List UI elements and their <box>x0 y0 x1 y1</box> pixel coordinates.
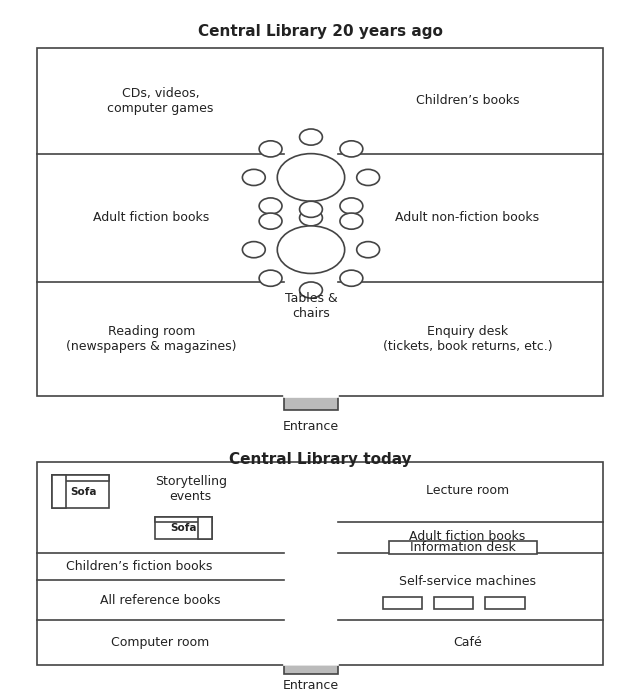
Text: Adult fiction books: Adult fiction books <box>93 211 210 225</box>
Circle shape <box>340 141 363 157</box>
Bar <box>383 597 422 609</box>
Circle shape <box>243 169 265 185</box>
Circle shape <box>259 213 282 229</box>
Text: Children’s fiction books: Children’s fiction books <box>67 560 212 573</box>
Text: Sofa: Sofa <box>170 523 196 533</box>
Circle shape <box>340 213 363 229</box>
Circle shape <box>243 242 265 258</box>
Text: All reference books: All reference books <box>100 594 221 607</box>
Bar <box>284 663 338 665</box>
Text: Lecture room: Lecture room <box>426 484 509 498</box>
Circle shape <box>277 226 345 274</box>
Text: Children’s books: Children’s books <box>415 95 519 107</box>
Text: Central Library 20 years ago: Central Library 20 years ago <box>198 24 442 39</box>
Bar <box>154 517 212 539</box>
Bar <box>52 475 109 508</box>
Bar <box>284 397 338 410</box>
Bar <box>52 475 109 481</box>
Circle shape <box>300 282 323 298</box>
Text: Central Library today: Central Library today <box>228 452 412 466</box>
Circle shape <box>340 198 363 214</box>
Text: CDs, videos,
computer games: CDs, videos, computer games <box>108 87 214 115</box>
Circle shape <box>259 141 282 157</box>
Text: Information desk: Information desk <box>410 541 516 554</box>
Circle shape <box>340 270 363 286</box>
Text: Entrance: Entrance <box>283 419 339 433</box>
Bar <box>37 462 603 665</box>
Bar <box>435 597 474 609</box>
Bar <box>154 517 212 522</box>
Text: Tables &
chairs: Tables & chairs <box>285 292 337 320</box>
Text: Enquiry desk
(tickets, book returns, etc.): Enquiry desk (tickets, book returns, etc… <box>383 325 552 353</box>
Circle shape <box>300 210 323 226</box>
Circle shape <box>356 242 380 258</box>
Text: Sofa: Sofa <box>70 486 97 497</box>
Circle shape <box>300 201 323 218</box>
Bar <box>389 541 536 554</box>
Text: Self-service machines: Self-service machines <box>399 575 536 588</box>
Bar <box>284 392 338 397</box>
Bar <box>52 475 65 508</box>
Circle shape <box>356 169 380 185</box>
Text: Computer room: Computer room <box>111 636 210 649</box>
Circle shape <box>259 198 282 214</box>
Circle shape <box>277 153 345 201</box>
Bar <box>485 597 525 609</box>
Bar <box>37 48 603 397</box>
Text: Entrance: Entrance <box>283 679 339 691</box>
Text: Storytelling
events: Storytelling events <box>155 475 227 502</box>
Text: Reading room
(newspapers & magazines): Reading room (newspapers & magazines) <box>67 325 237 353</box>
Circle shape <box>259 270 282 286</box>
Text: Café: Café <box>453 636 482 649</box>
Bar <box>284 665 338 674</box>
Text: Adult non-fiction books: Adult non-fiction books <box>396 211 540 225</box>
Text: Adult fiction books: Adult fiction books <box>409 530 525 543</box>
Bar <box>198 517 212 539</box>
Circle shape <box>300 129 323 145</box>
